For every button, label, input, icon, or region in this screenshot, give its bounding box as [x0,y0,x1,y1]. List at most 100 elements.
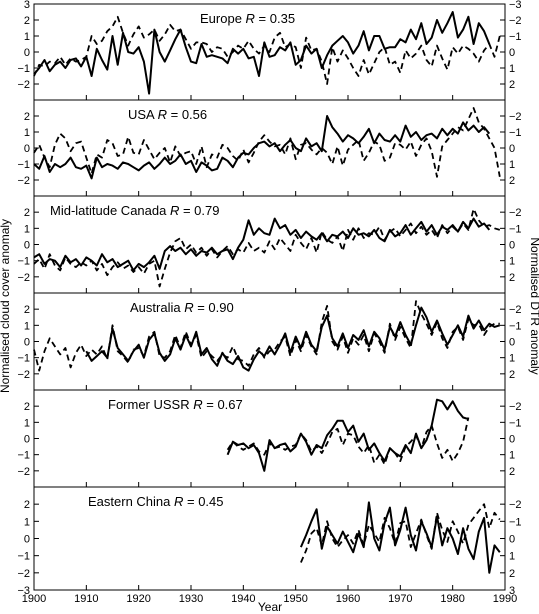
left-y-tick-label: −1 [17,551,30,563]
cloud-cover-series-line [33,115,491,180]
left-y-tick-label: 0 [24,337,30,349]
right-y-tick-label: −3 [509,0,522,11]
dtr-series-line [33,300,500,372]
cloud-cover-series-line [299,501,501,574]
panel-title-name: Mid-latitude Canada [50,203,170,218]
left-y-axis-title: Normalised cloud cover anomaly [0,219,12,393]
right-y-tick-label: 3 [509,585,515,597]
left-y-tick-label: 0 [24,47,30,59]
panel-title-r-symbol: R [246,11,255,26]
left-y-tick-label: −2 [17,79,30,91]
left-y-tick-label: −1 [17,63,30,75]
x-tick-label: 1950 [283,593,307,605]
dtr-series-line [300,503,501,563]
panel-title: Australia R = 0.90 [130,300,234,315]
x-axis-title: Year [258,600,282,614]
right-y-tick-label: 2 [509,175,515,187]
right-y-tick-label: 0 [509,337,515,349]
panel-title-name: USA [128,107,158,122]
panel-title-r-value: = 0.45 [183,494,223,509]
left-y-tick-label: −1 [17,256,30,268]
left-y-tick-label: −2 [17,466,30,478]
left-y-tick-label: 2 [24,111,30,123]
dtr-series-line [33,207,501,288]
right-y-tick-label: 2 [509,369,515,381]
x-tick-label: 1940 [231,593,255,605]
left-y-tick-label: −1 [17,159,30,171]
x-tick-label: 1920 [126,593,150,605]
panel-title-r-value: = 0.79 [179,203,219,218]
panel: 2 1 0 −1 −2 −2 −1 0 1 2 Former USSR R = 0.67 [17,389,522,488]
left-y-tick-label: 3 [24,0,30,11]
panel-title-name: Former USSR [108,397,193,412]
x-axis: 1900 1910 1920 1930 1940 1950 1960 1970 1980 1990 [22,593,517,605]
right-y-tick-label: −1 [509,516,522,528]
left-y-tick-label: 2 [24,15,30,27]
right-y-tick-label: −2 [509,499,522,511]
left-y-tick-label: 1 [24,417,30,429]
chart-panels: 3 2 1 0 −1 −2 −3 −2 −1 0 1 2 Europe R = 0.35 2 1 0 −1 −2 −… [17,0,521,597]
panel-title-r-symbol: R [158,107,167,122]
right-y-tick-label: 2 [509,466,515,478]
panel-title-name: Australia [130,300,184,315]
x-tick-label: 1960 [336,593,360,605]
dtr-series-line [226,417,470,466]
left-y-tick-label: 1 [24,31,30,43]
panel-title-r-value: = 0.90 [194,300,234,315]
right-y-tick-label: −2 [509,401,522,413]
cloud-cover-series-line [226,398,469,472]
right-y-tick-label: 2 [509,79,515,91]
left-y-tick-label: 2 [24,401,30,413]
panel: 2 1 0 −1 −2 −2 −1 0 1 2 Australia R = 0.90 [17,292,522,391]
panel-title: Mid-latitude Canada R = 0.79 [50,203,219,218]
left-y-tick-label: −2 [17,175,30,187]
panel-title-r-symbol: R [184,300,193,315]
right-y-tick-label: 1 [509,353,515,365]
panel: 2 1 0 −1 −2 −2 −1 0 1 2 Mid-latitude Canada R = 0.… [17,195,522,294]
left-y-tick-label: 1 [24,223,30,235]
x-tick-label: 1970 [388,593,412,605]
right-y-tick-label: −2 [509,15,522,27]
right-y-tick-label: 0 [509,240,515,252]
right-y-tick-label: 1 [509,159,515,171]
panel-title: Eastern China R = 0.45 [88,494,224,509]
right-y-tick-label: −1 [509,320,522,332]
right-y-tick-label: −2 [509,304,522,316]
right-y-axis-title: Normalised DTR anomaly [528,237,539,374]
panel-frame [33,292,506,391]
panel-title: Former USSR R = 0.67 [108,397,243,412]
right-y-tick-label: 1 [509,450,515,462]
right-y-tick-label: 0 [509,534,515,546]
panel-title-r-value: = 0.56 [167,107,207,122]
panel-title-r-symbol: R [193,397,202,412]
left-y-tick-label: 0 [24,143,30,155]
right-y-tick-label: −2 [509,111,522,123]
cloud-cover-series-line [85,306,501,372]
left-y-tick-label: −2 [17,568,30,580]
right-y-tick-label: 0 [509,434,515,446]
panel-title-r-value: = 0.35 [255,11,295,26]
left-y-tick-label: −3 [17,585,30,597]
left-y-tick-label: 2 [24,304,30,316]
left-y-tick-label: 1 [24,320,30,332]
panel: 2 1 0 −1 −2 −3 −2 −1 0 1 2 3 Eastern China R = 0.45 [17,486,522,597]
right-y-tick-label: 2 [509,568,515,580]
right-y-tick-label: −2 [509,207,522,219]
panel-title: USA R = 0.56 [128,107,207,122]
right-y-tick-label: −1 [509,417,522,429]
left-y-tick-label: 1 [24,516,30,528]
right-y-tick-label: 1 [509,256,515,268]
panel-frame [33,389,506,488]
right-y-tick-label: 2 [509,272,515,284]
right-y-tick-label: −1 [509,223,522,235]
panel: 2 1 0 −1 −2 −2 −1 0 1 2 USA R = 0.56 [17,99,522,197]
right-y-tick-label: 0 [509,47,515,59]
left-y-tick-label: −1 [17,353,30,365]
left-y-tick-label: −2 [17,369,30,381]
right-y-tick-label: 1 [509,551,515,563]
left-y-tick-label: 0 [24,534,30,546]
panel-title: Europe R = 0.35 [200,11,295,26]
right-y-tick-label: −1 [509,127,522,139]
x-tick-label: 1910 [74,593,98,605]
